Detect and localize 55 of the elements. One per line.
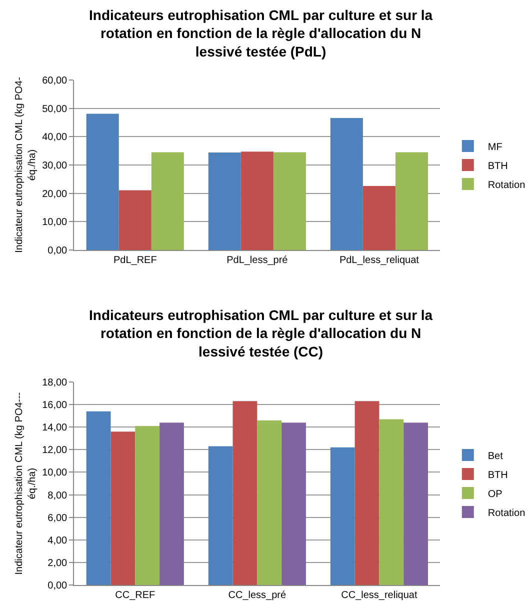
bar <box>362 186 396 250</box>
bar <box>151 152 184 250</box>
bar <box>86 411 111 585</box>
legend-label: Bet <box>488 450 504 462</box>
x-tick-label: CC_less_pré <box>228 590 286 601</box>
bar <box>257 420 282 585</box>
y-tick-label: 14,00 <box>42 422 68 434</box>
chart-title: Indicateurs eutrophisation CML par culture et sur la rotation en fonction de la règle d'allocation du N lessivé testée (PdL) <box>89 7 433 60</box>
y-tick-label: 10,00 <box>42 468 68 479</box>
bar <box>86 114 119 250</box>
y-tick-label: 10,00 <box>42 217 68 228</box>
y-axis-title: Indicateur eutrophisation CML (kg PO4- éq./ha) <box>14 77 38 253</box>
y-tick-label: 18,00 <box>42 378 68 388</box>
y-tick-label: 16,00 <box>42 400 68 412</box>
chart-title: Indicateurs eutrophisation CML par culture et sur la rotation en fonction de la règle d'allocation du N lessivé testée (CC) <box>89 307 433 360</box>
bar <box>282 422 306 585</box>
bar <box>135 426 160 585</box>
bar <box>330 447 355 585</box>
bar <box>330 118 363 250</box>
bar <box>110 432 136 585</box>
x-tick-label: PdL_less_reliquat <box>339 255 420 266</box>
y-tick-label: 8,00 <box>48 490 68 502</box>
bar <box>232 401 258 585</box>
x-tick-label: PdL_REF <box>113 255 157 266</box>
legend-label: Rotation <box>488 180 526 191</box>
bar <box>404 422 428 585</box>
legend-label: Rotation <box>488 508 526 519</box>
bar <box>354 401 380 585</box>
y-tick-label: 4,00 <box>48 535 68 546</box>
bar <box>160 422 184 585</box>
bar <box>208 152 241 250</box>
x-tick-label: CC_less_reliquat <box>341 590 418 601</box>
x-tick-label: CC_REF <box>115 590 156 601</box>
y-tick-label: 0,00 <box>48 246 68 256</box>
legend-label: BTH <box>488 470 508 481</box>
y-tick-label: 50,00 <box>42 104 68 115</box>
legend-label: OP <box>488 488 503 500</box>
y-tick-label: 30,00 <box>42 160 68 172</box>
y-tick-label: 60,00 <box>42 76 68 86</box>
y-tick-label: 12,00 <box>42 445 68 456</box>
y-tick-label: 0,00 <box>48 580 68 592</box>
bar <box>240 152 274 250</box>
y-tick-label: 40,00 <box>42 132 68 144</box>
legend-label: BTH <box>488 160 508 172</box>
bar <box>208 446 233 585</box>
bar <box>395 152 428 250</box>
legend-label: MF <box>488 142 502 153</box>
bar <box>118 190 152 250</box>
y-tick-label: 2,00 <box>48 558 68 569</box>
y-axis-title: Indicateur eutrophisation CML (kg PO4--- éq./ha) <box>14 392 38 575</box>
y-tick-label: 6,00 <box>48 512 68 524</box>
x-tick-label: PdL_less_pré <box>226 255 288 266</box>
bar <box>273 152 306 250</box>
y-tick-label: 20,00 <box>42 188 68 200</box>
bar <box>379 419 404 585</box>
